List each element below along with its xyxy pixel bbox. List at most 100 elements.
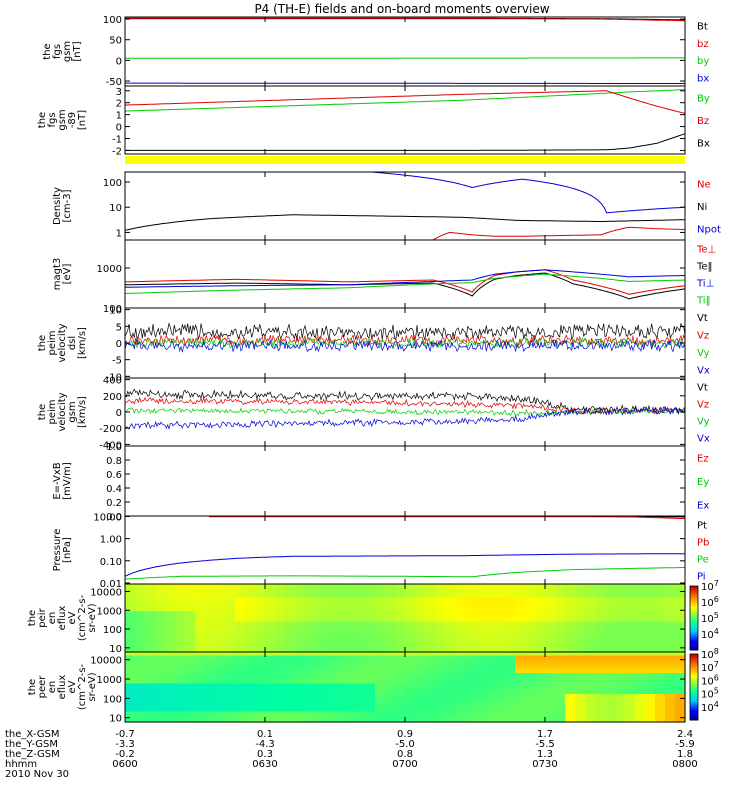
spectrogram-cell [645,597,656,602]
spectrogram-cell [415,680,426,685]
spectrogram-cell [385,648,396,653]
spectrogram-cell [295,594,306,599]
spectrogram-cell [335,614,346,619]
spectrogram-cell [495,676,506,681]
spectrogram-cell [335,604,346,609]
spectrogram-cell [345,711,356,716]
spectrogram-cell [585,673,596,678]
spectrogram-cell [535,628,546,633]
spectrogram-cell [195,614,206,619]
y-tick-label: 1 [116,111,122,122]
spectrogram-cell [225,611,236,616]
spectrogram-cell [595,673,606,678]
spectrogram-cell [565,621,576,626]
spectrogram-cell [265,708,276,713]
y-tick-label: 1000 [97,606,122,617]
spectrogram-cell [405,673,416,678]
spectrogram-cell [485,628,496,633]
spectrogram-cell [155,652,166,657]
spectrogram-cell [385,711,396,716]
spectrogram-cell [635,604,646,609]
spectrogram-cell [425,628,436,633]
spectrogram-cell [295,697,306,702]
spectrogram-cell [335,590,346,595]
y-axis-label: Density [52,187,63,225]
spectrogram-cell [205,669,216,674]
spectrogram-cell [395,624,406,629]
spectrogram-cell [625,690,636,695]
spectrogram-cell [405,611,416,616]
spectrogram-cell [365,655,376,660]
spectrogram-cell [475,638,486,643]
spectrogram-cell [305,655,316,660]
spectrogram-cell [485,618,496,622]
y-tick-label: 5 [116,322,122,333]
spectrogram-cell [205,652,216,657]
spectrogram-cell [615,648,626,653]
spectrogram-cell [195,631,206,636]
spectrogram-cell [565,648,576,653]
spectrogram-cell [315,694,326,699]
spectrogram-cell [265,621,276,626]
spectrogram-cell [625,711,636,716]
spectrogram-cell [575,673,586,678]
spectrogram-cell [675,708,686,713]
spectrogram-cell [585,584,596,588]
spectrogram-cell [675,669,686,674]
spectrogram-cell [475,584,486,588]
spectrogram-cell [355,618,366,622]
spectrogram-cell [255,708,266,713]
spectrogram-cell [335,718,346,723]
spectrogram-cell [305,624,316,629]
spectrogram-cell [405,618,416,622]
spectrogram-cell [545,662,556,667]
spectrogram-cell [555,628,566,633]
spectrogram-cell [235,697,246,702]
spectrogram-cell [635,687,646,692]
spectrogram-cell [505,604,516,609]
spectrogram-cell [235,597,246,602]
spectrogram-cell [315,624,326,629]
spectrogram-cell [285,618,296,622]
spectrogram-cell [395,628,406,633]
spectrogram-cell [165,697,176,702]
spectrogram-cell [615,697,626,702]
spectrogram-cell [165,704,176,709]
spectrogram-cell [505,701,516,706]
spectrogram-cell [405,641,416,646]
spectrogram-cell [305,604,316,609]
spectrogram-cell [565,659,576,664]
spectrogram-cell [175,690,186,695]
spectrogram-cell [305,597,316,602]
spectrogram-cell [455,669,466,674]
spectrogram-cell [125,587,136,592]
spectrogram-cell [215,621,226,626]
spectrogram-cell [645,601,656,605]
spectrogram-cell [195,635,206,639]
spectrogram-cell [395,587,406,592]
spectrogram-cell [555,666,566,671]
spectrogram-cell [355,641,366,646]
spectrogram-cell [525,676,536,681]
spectrogram-cell [405,597,416,602]
spectrogram-cell [595,597,606,602]
spectrogram-cell [365,618,376,622]
spectrogram-cell [545,718,556,723]
spectrogram-cell [675,631,686,636]
spectrogram-cell [125,594,136,599]
spectrogram-cell [605,604,616,609]
spectrogram-cell [655,638,666,643]
spectrogram-cell [475,666,486,671]
spectrogram-cell [415,604,426,609]
spectrogram-cell [285,694,296,699]
spectrogram-cell [575,676,586,681]
spectrogram-cell [375,718,386,723]
spectrogram-cell [355,694,366,699]
spectrogram-cell [605,624,616,629]
spectrogram-cell [425,718,436,723]
spectrogram-cell [415,687,426,692]
spectrogram-cell [315,641,326,646]
spectrogram-cell [585,618,596,622]
colorbar-segment [690,701,698,704]
spectrogram-cell [525,697,536,702]
